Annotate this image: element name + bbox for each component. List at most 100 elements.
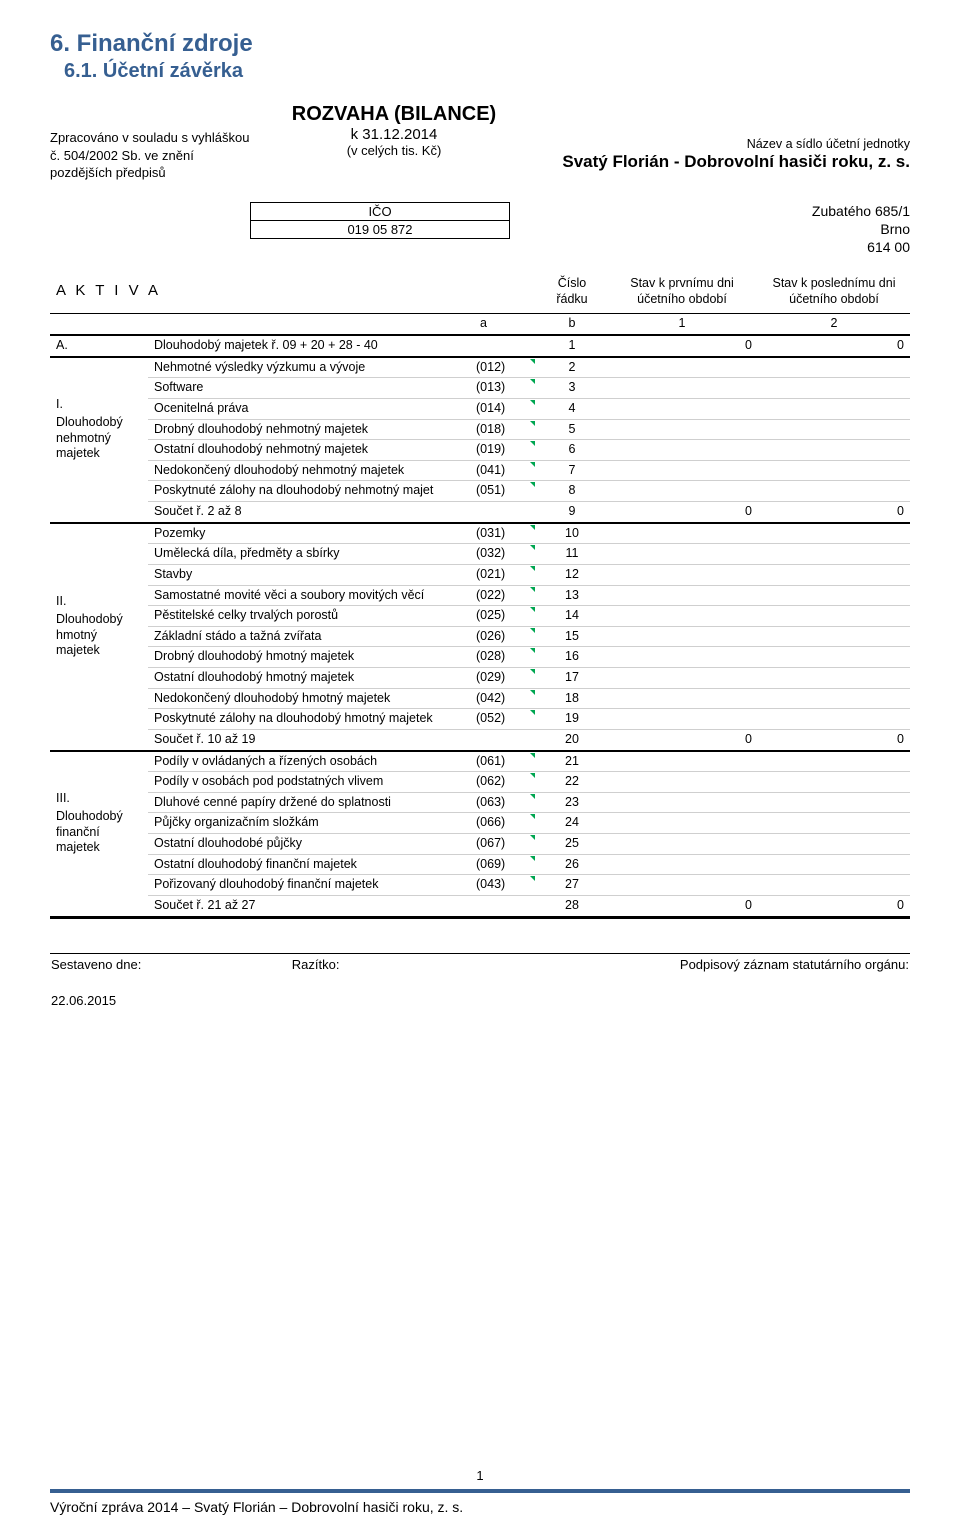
sum-name: Součet ř. 2 až 8 (148, 502, 538, 523)
table-row: Pěstitelské celky trvalých porostů(025)1… (50, 606, 910, 627)
row-v2 (758, 709, 910, 730)
row-v1 (606, 854, 758, 875)
row-num: 8 (538, 481, 606, 502)
sum-num: 20 (538, 729, 606, 750)
row-name: Základní stádo a tažná zvířata (148, 626, 470, 647)
section-a-name: Dlouhodobý majetek ř. 09 + 20 + 28 - 40 (148, 335, 538, 357)
section-a-row: A. Dlouhodobý majetek ř. 09 + 20 + 28 - … (50, 335, 910, 357)
row-acct: (043) (470, 875, 538, 896)
row-name: Pěstitelské celky trvalých porostů (148, 606, 470, 627)
table-row: Podíly v osobách pod podstatných vlivem(… (50, 772, 910, 793)
row-v1 (606, 398, 758, 419)
sig-date: 22.06.2015 (50, 973, 291, 1009)
row-num: 15 (538, 626, 606, 647)
group-roman: II. (56, 594, 142, 610)
row-v1 (606, 792, 758, 813)
table-row: Ostatní dlouhodobé půjčky(067)25 (50, 834, 910, 855)
section-a-v2: 0 (758, 335, 910, 357)
col-last-day: Stav k poslednímu dni účetního období (758, 274, 910, 314)
row-v2 (758, 626, 910, 647)
row-num: 14 (538, 606, 606, 627)
row-v1 (606, 834, 758, 855)
table-row: Drobný dlouhodobý nehmotný majetek(018)5 (50, 419, 910, 440)
row-v1 (606, 751, 758, 772)
row-name: Pozemky (148, 523, 470, 544)
row-v2 (758, 398, 910, 419)
row-name: Ostatní dlouhodobý hmotný majetek (148, 668, 470, 689)
row-num: 13 (538, 585, 606, 606)
sum-row: Součet ř. 2 až 8900 (50, 502, 910, 523)
sum-name: Součet ř. 21 až 27 (148, 895, 538, 917)
table-row: Samostatné movité věci a soubory movitýc… (50, 585, 910, 606)
heading-section: 6. Finanční zdroje (50, 30, 910, 58)
row-num: 21 (538, 751, 606, 772)
table-row: Ostatní dlouhodobý hmotný majetek(029)17 (50, 668, 910, 689)
row-v2 (758, 544, 910, 565)
row-v2 (758, 419, 910, 440)
table-row: III.Dlouhodobý finanční majetekPodíly v … (50, 751, 910, 772)
row-acct: (022) (470, 585, 538, 606)
row-v2 (758, 440, 910, 461)
row-v2 (758, 647, 910, 668)
aktiva-table: A K T I V A Číslo řádku Stav k prvnímu d… (50, 274, 910, 918)
row-v1 (606, 875, 758, 896)
row-name: Ostatní dlouhodobý finanční majetek (148, 854, 470, 875)
table-row: Ostatní dlouhodobý finanční majetek(069)… (50, 854, 910, 875)
row-v2 (758, 751, 910, 772)
table-row: Poskytnuté zálohy na dlouhodobý hmotný m… (50, 709, 910, 730)
table-row: II.Dlouhodobý hmotný majetekPozemky(031)… (50, 523, 910, 544)
org-block: Název a sídlo účetní jednotky Svatý Flor… (538, 103, 910, 172)
row-v1 (606, 668, 758, 689)
row-v2 (758, 688, 910, 709)
col-row-number: Číslo řádku (538, 274, 606, 314)
row-acct: (062) (470, 772, 538, 793)
row-acct: (018) (470, 419, 538, 440)
ico-row: IČO 019 05 872 Zubatého 685/1 Brno 614 0… (50, 202, 910, 257)
row-acct: (042) (470, 688, 538, 709)
ico-label: IČO (250, 202, 510, 221)
table-row: Nedokončený dlouhodobý nehmotný majetek(… (50, 460, 910, 481)
table-header-row: A K T I V A Číslo řádku Stav k prvnímu d… (50, 274, 910, 314)
heading-subsection: 6.1. Účetní závěrka (64, 60, 910, 83)
row-v1 (606, 357, 758, 378)
row-num: 3 (538, 378, 606, 399)
sum-side (50, 895, 148, 917)
row-v2 (758, 378, 910, 399)
sum-row: Součet ř. 10 až 192000 (50, 729, 910, 750)
sum-v2: 0 (758, 895, 910, 917)
row-name: Dluhové cenné papíry držené do splatnost… (148, 792, 470, 813)
sig-col-date-label: Sestaveno dne: (50, 953, 291, 973)
row-v2 (758, 668, 910, 689)
row-v1 (606, 647, 758, 668)
row-v2 (758, 357, 910, 378)
section-a-label: A. (50, 335, 148, 357)
row-v2 (758, 834, 910, 855)
row-name: Ostatní dlouhodobý nehmotný majetek (148, 440, 470, 461)
table-row: Základní stádo a tažná zvířata(026)15 (50, 626, 910, 647)
row-v1 (606, 440, 758, 461)
group-side-label: I. Dlouhodobý nehmotný majetek (50, 357, 148, 502)
row-acct: (066) (470, 813, 538, 834)
row-name: Nedokončený dlouhodobý nehmotný majetek (148, 460, 470, 481)
row-v1 (606, 460, 758, 481)
row-acct: (061) (470, 751, 538, 772)
row-acct: (021) (470, 564, 538, 585)
row-name: Podíly v osobách pod podstatných vlivem (148, 772, 470, 793)
col-b: b (538, 314, 606, 335)
group-roman: I. (56, 397, 142, 413)
sum-num: 9 (538, 502, 606, 523)
addr-line2: Brno (510, 220, 910, 238)
table-row: Nedokončený dlouhodobý hmotný majetek(04… (50, 688, 910, 709)
asof-date: k 31.12.2014 (264, 126, 524, 143)
page: 6. Finanční zdroje 6.1. Účetní závěrka Z… (0, 0, 960, 1539)
table-row: Pořizovaný dlouhodobý finanční majetek(0… (50, 875, 910, 896)
group-label: Dlouhodobý nehmotný majetek (56, 415, 123, 460)
row-acct: (031) (470, 523, 538, 544)
row-num: 22 (538, 772, 606, 793)
row-acct: (052) (470, 709, 538, 730)
section-a-v1: 0 (606, 335, 758, 357)
footer-text: Výroční zpráva 2014 – Svatý Florián – Do… (50, 1489, 910, 1515)
row-name: Nehmotné výsledky výzkumu a vývoje (148, 357, 470, 378)
row-v1 (606, 626, 758, 647)
row-v2 (758, 854, 910, 875)
